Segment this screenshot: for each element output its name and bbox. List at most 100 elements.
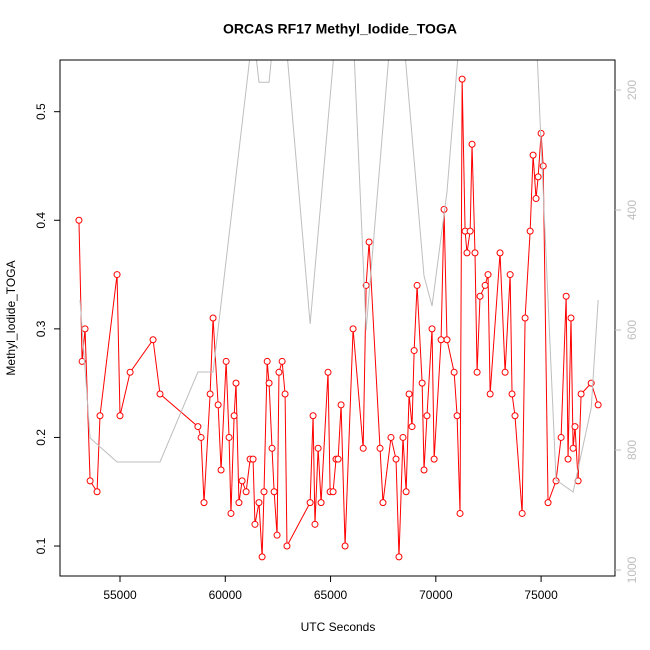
point <box>235 499 243 507</box>
point <box>387 433 395 441</box>
y-tick-label: 0.3 <box>34 320 48 337</box>
point <box>508 390 516 398</box>
point <box>273 531 281 539</box>
point <box>206 390 214 398</box>
point <box>217 466 225 474</box>
y-tick-label: 0.5 <box>34 103 48 120</box>
plot-area <box>75 60 602 561</box>
point <box>93 488 101 496</box>
point <box>484 271 492 279</box>
point <box>423 412 431 420</box>
point <box>539 162 547 170</box>
point <box>242 488 250 496</box>
point <box>232 379 240 387</box>
point <box>468 140 476 148</box>
point <box>126 368 134 376</box>
point <box>569 444 577 452</box>
point <box>562 292 570 300</box>
point <box>571 423 579 431</box>
y-tick-label: 0.2 <box>34 429 48 446</box>
point <box>334 455 342 463</box>
point <box>532 195 540 203</box>
point <box>309 412 317 420</box>
point <box>413 281 421 289</box>
point <box>75 216 83 224</box>
point <box>557 433 565 441</box>
point <box>456 509 464 517</box>
point <box>379 499 387 507</box>
point <box>81 325 89 333</box>
point <box>78 357 86 365</box>
point <box>544 499 552 507</box>
point <box>283 542 291 550</box>
series-line <box>79 60 599 493</box>
point <box>418 379 426 387</box>
point <box>564 455 572 463</box>
point <box>96 412 104 420</box>
y2-tick-label: 200 <box>625 80 639 100</box>
point <box>534 173 542 181</box>
y2-tick-label: 400 <box>625 200 639 220</box>
point <box>420 466 428 474</box>
point <box>437 336 445 344</box>
point <box>392 455 400 463</box>
point <box>86 477 94 485</box>
point <box>324 368 332 376</box>
point <box>314 444 322 452</box>
point <box>268 444 276 452</box>
x-tick-label: 60000 <box>209 588 243 602</box>
point <box>395 553 403 561</box>
x-axis-label: UTC Seconds <box>301 620 376 634</box>
point <box>265 379 273 387</box>
point <box>270 488 278 496</box>
point <box>359 444 367 452</box>
point <box>200 499 208 507</box>
point <box>476 292 484 300</box>
chart-title: ORCAS RF17 Methyl_Iodide_TOGA <box>223 21 457 37</box>
point <box>156 390 164 398</box>
point <box>238 477 246 485</box>
point <box>430 455 438 463</box>
point <box>209 314 217 322</box>
point <box>365 238 373 246</box>
plot-frame <box>59 59 616 577</box>
point <box>225 433 233 441</box>
point <box>501 368 509 376</box>
point <box>317 499 325 507</box>
point <box>281 390 289 398</box>
y2-tick-label: 1000 <box>625 556 639 583</box>
point <box>275 368 283 376</box>
y-tick-label: 0.4 <box>34 212 48 229</box>
point <box>222 357 230 365</box>
point <box>116 412 124 420</box>
point <box>521 314 529 322</box>
point <box>399 433 407 441</box>
point <box>349 325 357 333</box>
y-tick-label: 0.1 <box>34 537 48 554</box>
point <box>376 444 384 452</box>
y2-tick-label: 800 <box>625 440 639 460</box>
point <box>258 553 266 561</box>
point <box>337 401 345 409</box>
point <box>214 401 222 409</box>
point <box>567 314 575 322</box>
point <box>518 509 526 517</box>
point <box>471 249 479 257</box>
point <box>230 412 238 420</box>
point <box>408 423 416 431</box>
point <box>506 271 514 279</box>
point <box>249 455 257 463</box>
y-axis-label: Methyl_Iodide_TOGA <box>4 260 18 375</box>
point <box>255 499 263 507</box>
point <box>594 401 602 409</box>
point <box>466 227 474 235</box>
point <box>458 75 466 83</box>
point <box>149 336 157 344</box>
series-line <box>78 79 599 557</box>
point <box>486 390 494 398</box>
y2-tick-label: 600 <box>625 320 639 340</box>
point <box>473 368 481 376</box>
point <box>341 542 349 550</box>
point <box>260 488 268 496</box>
